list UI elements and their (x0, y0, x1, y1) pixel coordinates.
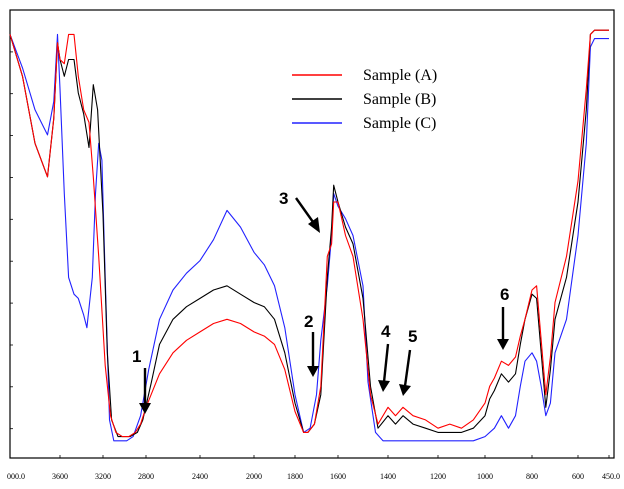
annotation-label-3: 3 (279, 189, 288, 208)
annotation-label-2: 2 (304, 312, 313, 331)
legend: Sample (A) Sample (B) Sample (C) (292, 67, 437, 132)
annotation-arrowhead-5 (399, 384, 411, 396)
annotation-3: 3 (279, 189, 320, 233)
annotation-arrowhead-6 (497, 339, 509, 350)
series-line-sample-a (9, 29, 609, 438)
x-tick-label: 2400 (192, 472, 208, 481)
annotation-label-5: 5 (408, 327, 417, 346)
x-tick-label: 1400 (380, 472, 396, 481)
annotation-5: 5 (399, 327, 417, 396)
x-tick-label: 600 (572, 472, 584, 481)
x-tick-label: 2000 (246, 472, 262, 481)
x-axis-ticks: 000.0 3600 3200 2800 2400 2000 1800 1600 1400 120… (7, 455, 620, 481)
annotation-arrowhead-4 (378, 380, 390, 392)
x-tick-label: 2800 (138, 472, 154, 481)
plot-frame (9, 9, 615, 459)
annotations: 1 2 3 4 5 6 (132, 189, 509, 414)
annotation-label-1: 1 (132, 347, 141, 366)
annotation-1: 1 (132, 347, 151, 414)
y-axis-ticks (10, 9, 13, 430)
x-tick-label: 1000 (477, 472, 493, 481)
annotation-arrowhead-1 (139, 403, 151, 414)
annotation-arrowhead-3 (308, 217, 320, 233)
legend-label-sample-a: Sample (A) (363, 67, 437, 84)
annotation-4: 4 (378, 322, 391, 392)
annotation-arrow-5 (403, 349, 412, 387)
x-tick-label: 450.0 (602, 472, 620, 481)
x-tick-label: 3200 (95, 472, 111, 481)
x-tick-label: 3600 (52, 472, 68, 481)
x-tick-label: 800 (526, 472, 538, 481)
series-layer (9, 29, 609, 442)
x-tick-label: 000.0 (7, 472, 25, 481)
annotation-arrowhead-2 (307, 366, 319, 377)
x-tick-label: 1800 (287, 472, 303, 481)
annotation-arrow-3 (295, 197, 314, 223)
annotation-label-6: 6 (500, 285, 509, 304)
legend-label-sample-c: Sample (C) (363, 115, 436, 132)
x-tick-label: 1600 (330, 472, 346, 481)
annotation-6: 6 (497, 285, 509, 350)
legend-label-sample-b: Sample (B) (363, 91, 436, 108)
annotation-label-4: 4 (381, 322, 391, 341)
annotation-arrow-4 (382, 343, 390, 383)
x-tick-label: 1200 (430, 472, 446, 481)
series-line-sample-c (9, 33, 609, 442)
annotation-2: 2 (304, 312, 319, 377)
